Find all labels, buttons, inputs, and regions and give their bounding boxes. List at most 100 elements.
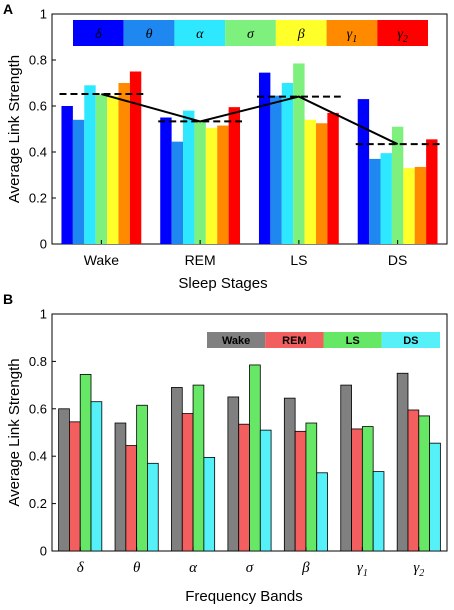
y-tick-label: 0.2 — [29, 191, 47, 206]
bar-ls-6 — [418, 415, 430, 552]
y-axis-label-a: Average Link Strength — [6, 55, 23, 203]
bar-wake-3 — [227, 396, 240, 552]
bar-ls-2 — [192, 384, 205, 552]
bar-ds-5 — [414, 166, 427, 244]
y-tick-label: 0.6 — [29, 99, 47, 114]
legend-entry-label: β — [297, 27, 305, 42]
bar-wake-5 — [118, 83, 130, 244]
bar-ds-0 — [90, 401, 103, 552]
bar-wake-2 — [84, 85, 96, 244]
bar-ls-3 — [293, 63, 305, 245]
bar-wake-6 — [129, 71, 142, 244]
legend-swatch — [275, 20, 327, 46]
x-tick-label: α — [189, 560, 198, 576]
legend-entry-label: REM — [282, 335, 306, 347]
y-tick-label: 1 — [40, 307, 47, 322]
bar-ls-0 — [258, 72, 271, 245]
legend-entry-label: γ2 — [397, 27, 408, 45]
bar-rem-5 — [217, 125, 229, 244]
y-tick-label: 0.2 — [29, 496, 47, 511]
y-tick-label: 0 — [40, 544, 47, 559]
legend-entry-label: α — [196, 27, 204, 42]
legend-swatch — [377, 20, 428, 46]
legend-entry-label: Wake — [222, 335, 250, 347]
bar-rem-2 — [181, 413, 194, 552]
x-axis-label-b: Frequency Bands — [185, 588, 303, 605]
bar-ls-4 — [304, 119, 316, 244]
bar-rem-4 — [205, 127, 218, 244]
bar-rem-3 — [194, 122, 206, 244]
bar-wake-6 — [396, 372, 409, 552]
bar-rem-4 — [294, 430, 307, 552]
chart-panel-b: 0 0.2 0.4 0.6 0.8 1 δ θ α σ β γ1 γ2 Wake REM LS DS Fre… — [6, 307, 448, 605]
chart-panel-a: 0 0.2 0.4 0.6 0.8 1 Wake REM LS DS δ θ α σ β γ1 γ2 Sle… — [6, 7, 448, 292]
legend-swatch — [326, 20, 378, 46]
x-tick-label: REM — [185, 252, 216, 268]
bar-rem-0 — [160, 117, 172, 244]
bar-ls-5 — [315, 123, 328, 244]
bar-wake-1 — [114, 422, 127, 552]
y-axis-a: 0 0.2 0.4 0.6 0.8 1 — [29, 7, 56, 252]
legend-b: Wake REM LS DS — [207, 332, 440, 348]
legend-entry-label: σ — [247, 27, 255, 42]
y-axis-b: 0 0.2 0.4 0.6 0.8 1 — [29, 307, 56, 559]
bar-ds-2 — [380, 153, 392, 244]
bar-ds-1 — [369, 158, 381, 244]
bar-rem-3 — [238, 423, 250, 552]
bar-ds-3 — [259, 429, 272, 552]
x-axis-a: Wake REM LS DS — [84, 240, 407, 268]
legend-entry-label: DS — [403, 335, 418, 347]
x-axis-b: δ θ α σ β γ1 γ2 — [77, 547, 424, 579]
bar-ls-1 — [270, 95, 282, 245]
bar-ls-6 — [327, 112, 339, 245]
x-tick-label: θ — [133, 560, 141, 576]
bar-rem-2 — [183, 110, 195, 244]
x-tick-label: Wake — [84, 252, 119, 268]
bar-rem-5 — [351, 428, 363, 552]
bar-rem-0 — [69, 421, 81, 552]
bar-wake-3 — [95, 94, 108, 244]
y-tick-label: 0.4 — [29, 449, 47, 464]
bar-ls-3 — [249, 364, 261, 552]
mean-trend-line — [101, 93, 399, 146]
panel-label-b: B — [3, 291, 13, 307]
bar-ls-2 — [281, 83, 294, 244]
x-tick-label: γ1 — [357, 560, 368, 579]
bar-rem-6 — [407, 409, 420, 552]
bar-ds-3 — [391, 126, 404, 244]
bars-b — [58, 364, 441, 552]
legend-entry-label: δ — [95, 27, 102, 42]
bar-wake-1 — [72, 119, 85, 244]
legend-swatch — [123, 20, 175, 46]
legend-a: δ θ α σ β γ1 γ2 — [73, 20, 428, 46]
bar-wake-0 — [61, 106, 73, 244]
bar-rem-6 — [228, 107, 241, 245]
bar-ls-0 — [79, 374, 92, 552]
x-tick-label: DS — [388, 252, 407, 268]
bar-ls-1 — [136, 404, 148, 552]
legend-swatch — [174, 20, 226, 46]
bar-wake-0 — [58, 408, 70, 552]
bars-a — [61, 63, 438, 245]
y-tick-label: 0 — [40, 237, 47, 252]
legend-swatch — [225, 20, 276, 46]
y-tick-label: 0.4 — [29, 145, 47, 160]
y-tick-label: 1 — [40, 7, 47, 22]
bar-ds-4 — [316, 472, 328, 552]
mean-lines-a — [59, 93, 440, 146]
legend-swatch — [381, 332, 440, 348]
x-tick-label: δ — [77, 560, 85, 576]
legend-swatch — [73, 20, 124, 46]
y-tick-label: 0.6 — [29, 401, 47, 416]
x-tick-label: LS — [290, 252, 307, 268]
bar-ds-0 — [357, 99, 370, 244]
bar-ds-4 — [403, 168, 415, 244]
x-tick-label: β — [301, 560, 310, 576]
bar-wake-4 — [107, 95, 119, 245]
legend-swatch — [207, 332, 266, 348]
bar-ls-5 — [361, 426, 374, 552]
bar-ds-5 — [372, 471, 385, 552]
legend-entry-label: γ1 — [347, 27, 358, 45]
bar-ds-6 — [429, 442, 441, 552]
